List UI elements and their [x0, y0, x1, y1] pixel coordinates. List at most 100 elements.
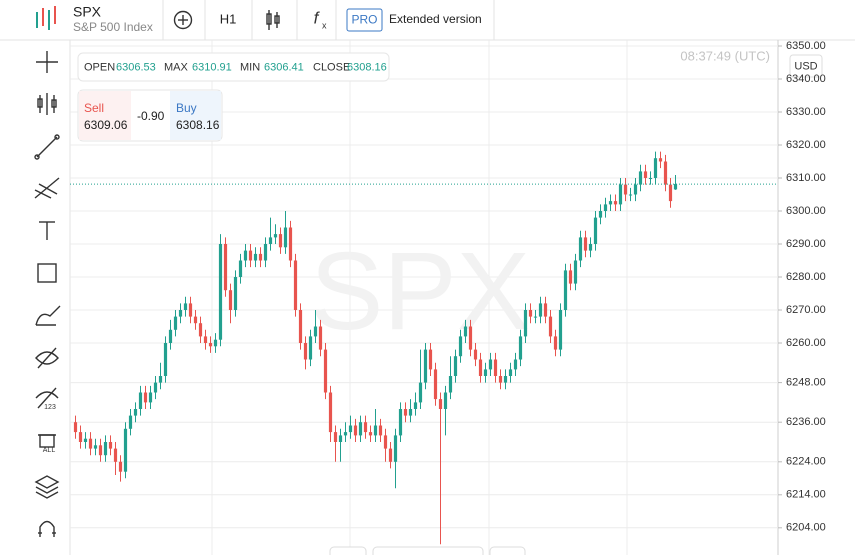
candle-body [583, 237, 588, 251]
alerts-tool[interactable] [35, 387, 59, 409]
bottom-controls [329, 546, 526, 555]
candle-body [368, 432, 373, 436]
candle-body [178, 310, 183, 317]
candle-body [373, 425, 378, 436]
candle-body [263, 244, 268, 261]
fib-tool[interactable] [34, 177, 60, 199]
candle-body [498, 376, 503, 383]
delete-tool[interactable] [38, 434, 56, 448]
sell-label[interactable]: Sell [84, 101, 104, 115]
candle-body [508, 369, 513, 376]
ohlc-box [77, 52, 390, 82]
close-label: CLOSE [313, 61, 350, 73]
candle-body [163, 343, 168, 376]
hide-drawings-tool[interactable] [35, 347, 59, 369]
candle-body [203, 336, 208, 343]
timeframe-button[interactable]: H1 [220, 11, 237, 26]
max-value: 6310.91 [192, 61, 232, 73]
candle-body [403, 409, 408, 416]
candle-body [553, 336, 558, 350]
candle-body [393, 435, 398, 462]
candle-body [653, 158, 658, 178]
min-value: 6306.41 [264, 61, 304, 73]
currency-box[interactable] [789, 54, 823, 78]
candle-body [108, 442, 113, 449]
candle-body [328, 392, 333, 433]
y-tick-label: 6350.00 [786, 40, 826, 52]
candle-body [598, 211, 603, 218]
candle-body [343, 432, 348, 436]
candle-body [413, 402, 418, 409]
candle-body [293, 260, 298, 310]
buy-label[interactable]: Buy [176, 101, 197, 115]
candle-body [513, 359, 518, 370]
candle-body [633, 184, 638, 195]
candle-body [133, 409, 138, 416]
candle-body [273, 234, 278, 238]
candle-body [468, 326, 473, 350]
candle-body [663, 161, 668, 185]
pro-badge-box[interactable] [346, 8, 383, 32]
y-tick-label: 6214.00 [786, 489, 826, 501]
candle-body [198, 323, 203, 337]
candle-body [288, 227, 293, 261]
currency[interactable]: USD [794, 60, 817, 72]
candle-body [323, 349, 328, 393]
symbol-name: S&P 500 Index [73, 20, 153, 34]
magnet-tool[interactable] [38, 520, 56, 538]
candle-body [628, 194, 633, 196]
candle-body [618, 184, 623, 205]
candle-body [533, 316, 538, 318]
add-indicator-button[interactable] [173, 10, 193, 30]
sell-price[interactable]: 6309.06 [84, 118, 128, 132]
buy-price[interactable]: 6308.16 [176, 118, 220, 132]
candle-body [218, 244, 223, 340]
candle-body [668, 184, 673, 202]
candle-body [88, 438, 93, 449]
candle-body [433, 369, 438, 400]
y-tick-label: 6290.00 [786, 238, 826, 250]
candle-body [258, 253, 263, 261]
candle-body [428, 349, 433, 370]
candle-body [283, 227, 288, 248]
layers-tool[interactable] [34, 475, 60, 499]
y-tick-label: 6248.00 [786, 377, 826, 389]
buy-button[interactable] [170, 91, 221, 140]
rectangle-tool[interactable] [37, 263, 57, 283]
candle-body [473, 349, 478, 360]
candle-body [558, 310, 563, 350]
candle-body [568, 270, 573, 284]
candle-body [613, 201, 618, 205]
open-label: OPEN [84, 61, 115, 73]
extended-version[interactable]: Extended version [389, 12, 482, 26]
candle-body [418, 382, 423, 403]
candle-body [113, 448, 118, 462]
candle-body [443, 392, 448, 409]
symbol: SPX [73, 4, 102, 20]
y-tick-label: 6340.00 [786, 73, 826, 85]
y-tick-label: 6270.00 [786, 304, 826, 316]
candle-body [648, 178, 653, 179]
functions-button[interactable]: f [314, 8, 321, 27]
candle-body [268, 237, 273, 244]
candle-body [298, 310, 303, 343]
text-tool[interactable] [39, 221, 55, 240]
candle-body [83, 438, 88, 442]
candle-body [503, 376, 508, 383]
header-separators [162, 0, 495, 40]
crosshair-tool[interactable] [36, 51, 58, 73]
y-tick-label: 6236.00 [786, 416, 826, 428]
candle-body [93, 445, 98, 449]
y-tick-label: 6204.00 [786, 522, 826, 534]
y-tick-label: 6260.00 [786, 337, 826, 349]
candle-body [523, 310, 528, 337]
chart-type-button[interactable] [266, 10, 280, 30]
trendline-tool[interactable] [34, 134, 60, 160]
candle-body [233, 277, 238, 310]
pro-badge[interactable]: PRO [351, 13, 377, 27]
indicator-tool[interactable] [37, 93, 57, 115]
sell-button[interactable] [79, 91, 131, 140]
clock: 08:37:49 (UTC) [680, 48, 770, 63]
brush-tool[interactable] [35, 305, 61, 326]
